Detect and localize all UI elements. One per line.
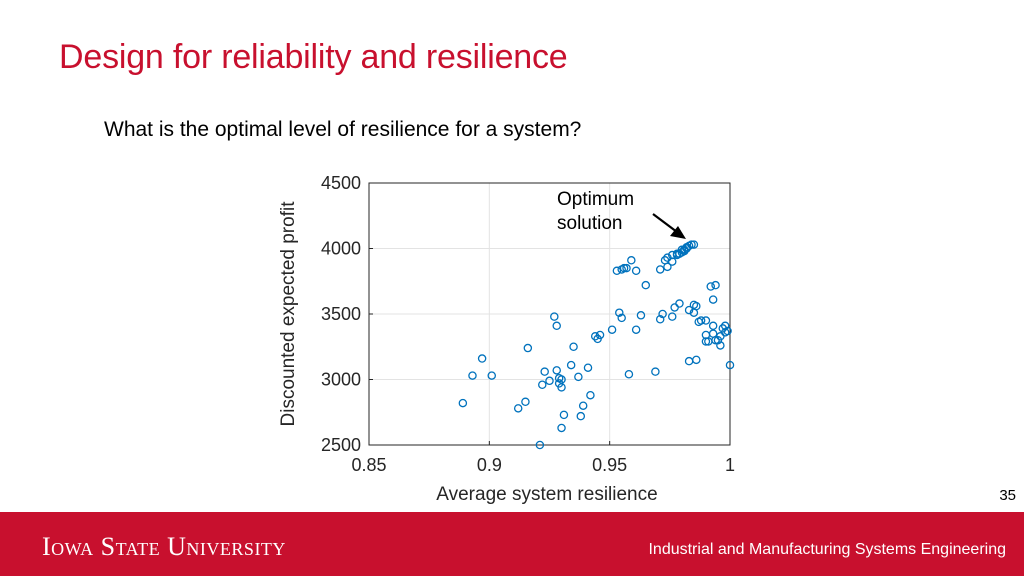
data-point	[706, 282, 715, 291]
data-point	[590, 332, 600, 341]
data-point	[631, 325, 641, 334]
data-point	[477, 354, 487, 363]
data-point	[667, 257, 677, 266]
data-point	[675, 299, 684, 308]
data-point	[468, 371, 477, 380]
x-axis-label: Average system resilience	[436, 484, 657, 505]
data-point	[708, 295, 718, 304]
data-point	[545, 376, 554, 386]
data-point	[619, 263, 629, 273]
data-point	[636, 311, 646, 320]
footer-bar: Iowa State University Industrial and Man…	[0, 512, 1024, 576]
data-point	[641, 280, 651, 290]
data-point	[617, 313, 626, 323]
data-point	[723, 326, 732, 336]
data-point	[624, 370, 634, 379]
data-point	[670, 303, 679, 312]
chart-points	[458, 240, 735, 450]
page-number: 35	[999, 487, 1016, 504]
data-point	[583, 363, 593, 372]
data-point	[569, 342, 578, 351]
annotation-line-2: solution	[557, 213, 623, 234]
data-point	[552, 366, 561, 375]
data-point	[627, 256, 636, 265]
data-point	[655, 265, 665, 274]
data-point	[540, 367, 549, 376]
annotation-label: Optimum solution	[557, 189, 639, 234]
data-point	[692, 355, 701, 365]
annotation-line-1: Optimum	[557, 189, 634, 210]
slide-question: What is the optimal level of resilience …	[104, 118, 582, 141]
x-tick-label: 0.9	[477, 455, 502, 475]
x-tick-label: 0.95	[592, 455, 627, 475]
data-point	[720, 321, 730, 331]
x-tick-label: 0.85	[351, 455, 386, 475]
data-point	[651, 367, 660, 376]
y-tick-label: 3000	[321, 370, 361, 390]
slide-title: Design for reliability and resilience	[59, 38, 568, 76]
data-point	[576, 411, 586, 421]
data-point	[622, 263, 631, 273]
scatter-chart: 0.85 0.9 0.95 1 2500 3000 3500 4000 4500 Average…	[278, 173, 735, 505]
data-point	[550, 312, 559, 321]
data-point	[692, 301, 701, 311]
data-point	[557, 375, 566, 384]
data-point	[687, 240, 696, 249]
data-point	[538, 380, 547, 389]
y-tick-label: 2500	[321, 435, 361, 455]
data-point	[701, 316, 711, 325]
data-point	[574, 372, 583, 382]
annotation-arrow-shaft	[652, 213, 678, 233]
y-axis-label: Discounted expected profit	[278, 201, 299, 427]
data-point	[487, 371, 496, 380]
data-point	[578, 401, 588, 410]
data-point	[523, 343, 533, 353]
data-point	[658, 309, 667, 319]
data-point	[631, 266, 641, 276]
data-point	[689, 240, 699, 249]
x-tick-label: 1	[725, 455, 735, 475]
data-point	[521, 397, 530, 407]
department-name: Industrial and Manufacturing Systems Eng…	[648, 541, 1006, 558]
y-tick-label: 3500	[321, 304, 361, 324]
data-point	[595, 330, 605, 340]
data-point	[566, 360, 576, 370]
data-point	[725, 360, 735, 370]
data-point	[615, 308, 624, 317]
data-point	[559, 410, 569, 420]
data-point	[586, 390, 595, 400]
data-point	[711, 280, 720, 290]
data-point	[557, 423, 566, 433]
university-logo: Iowa State University	[42, 532, 286, 561]
data-point	[655, 314, 665, 324]
data-point	[684, 305, 694, 315]
data-point	[535, 440, 545, 450]
data-point	[458, 398, 468, 408]
data-point	[667, 312, 677, 321]
data-point	[513, 404, 523, 413]
data-point	[557, 383, 566, 392]
data-point	[612, 266, 622, 276]
data-point	[663, 262, 672, 272]
chart-gridlines	[368, 182, 731, 446]
data-point	[696, 316, 706, 325]
data-point	[684, 356, 694, 366]
data-point	[552, 321, 561, 331]
y-tick-label: 4500	[321, 173, 361, 193]
chart-ticks: 0.85 0.9 0.95 1 2500 3000 3500 4000 4500	[321, 173, 735, 475]
y-tick-label: 4000	[321, 239, 361, 259]
data-point	[701, 337, 711, 346]
data-point	[607, 325, 617, 334]
data-point	[708, 321, 718, 331]
data-point	[716, 341, 725, 350]
annotation-arrowhead	[670, 226, 686, 239]
